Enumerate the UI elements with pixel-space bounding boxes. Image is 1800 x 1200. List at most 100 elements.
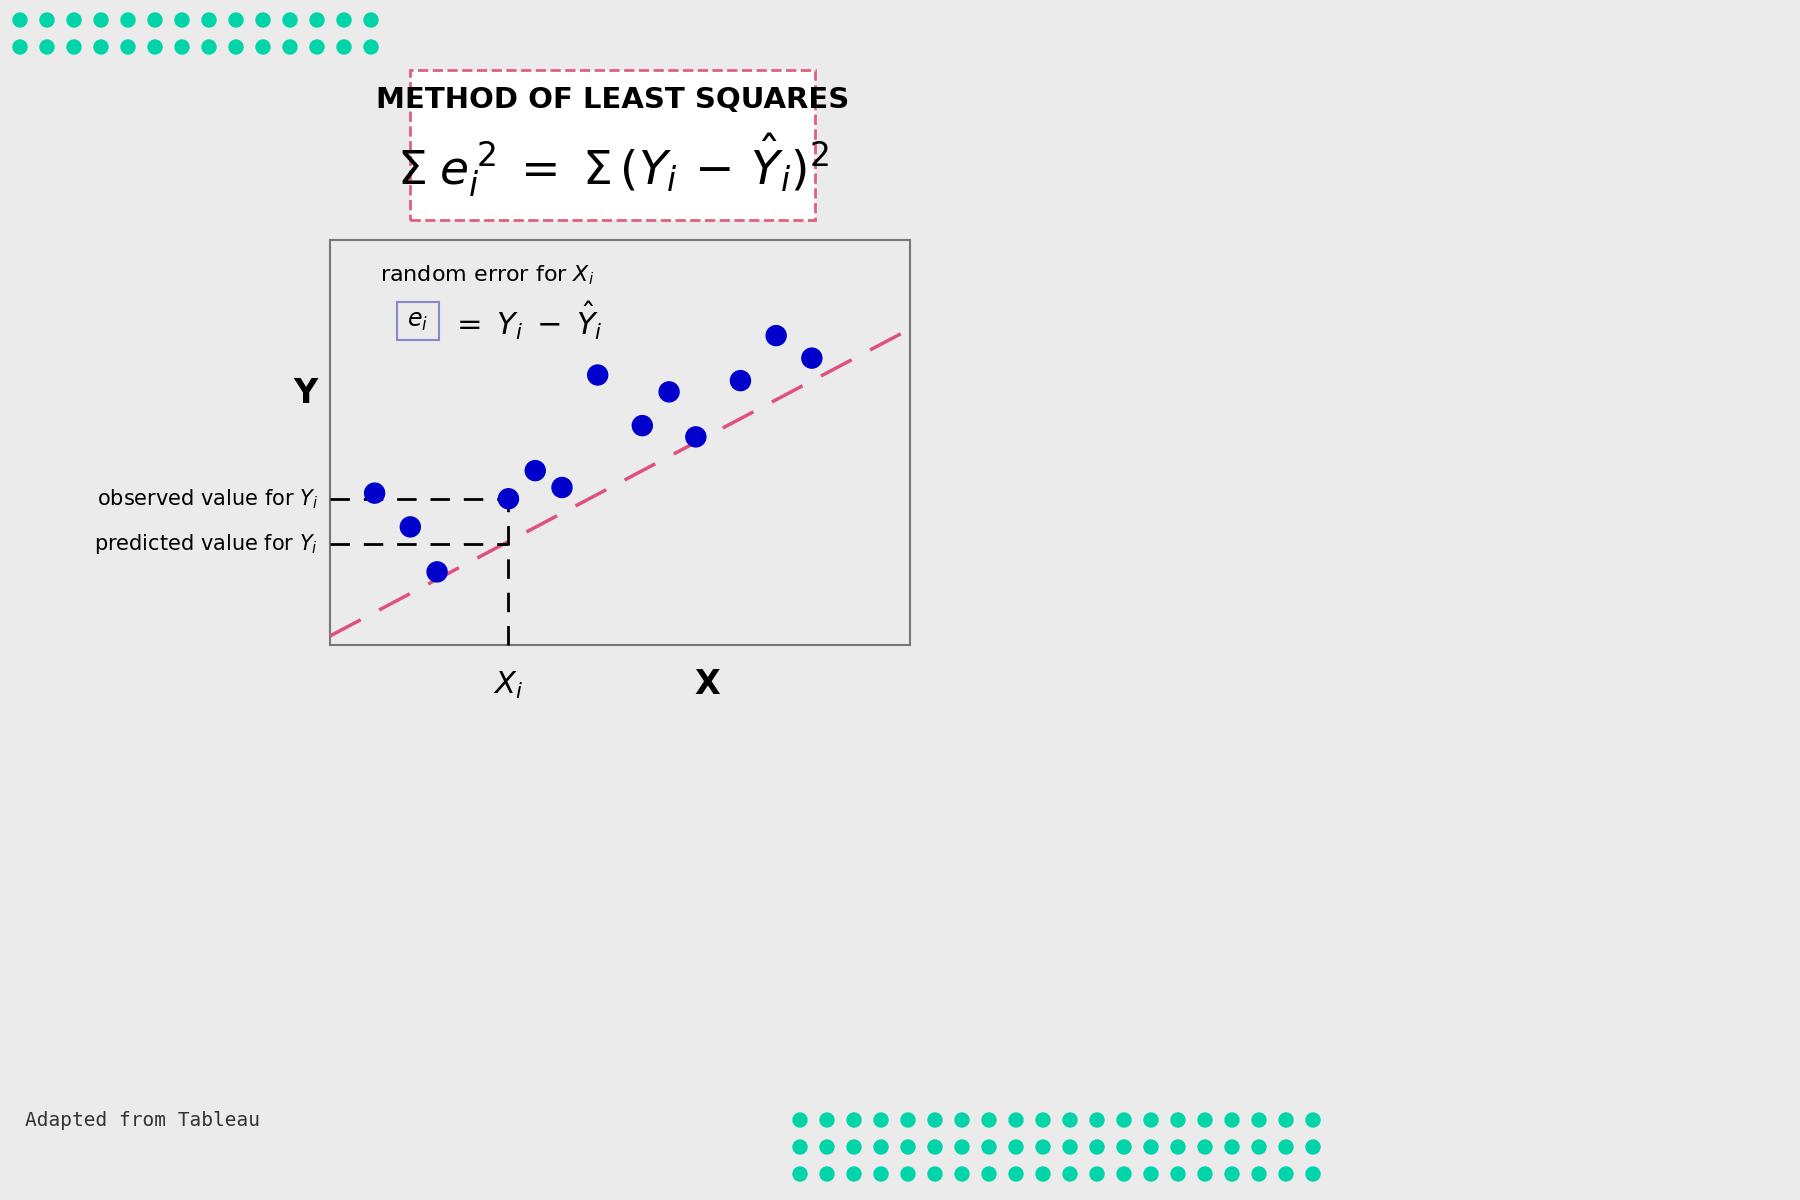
Circle shape (175, 13, 189, 26)
Circle shape (902, 1166, 914, 1181)
Circle shape (1091, 1114, 1103, 1127)
Circle shape (202, 40, 216, 54)
Circle shape (400, 517, 421, 536)
Text: random error for $X_i$: random error for $X_i$ (380, 263, 594, 287)
Text: Y: Y (293, 377, 317, 410)
Circle shape (1172, 1140, 1184, 1154)
Circle shape (821, 1140, 833, 1154)
Circle shape (983, 1140, 995, 1154)
Circle shape (767, 325, 787, 346)
Circle shape (337, 13, 351, 26)
Circle shape (1280, 1166, 1292, 1181)
Bar (398, 302, 439, 340)
Circle shape (686, 427, 706, 446)
Circle shape (40, 13, 54, 26)
Circle shape (67, 13, 81, 26)
Circle shape (875, 1140, 887, 1154)
Circle shape (1010, 1140, 1022, 1154)
Text: $=\;Y_i\;-\;\hat{Y}_i$: $=\;Y_i\;-\;\hat{Y}_i$ (452, 300, 603, 342)
Circle shape (13, 40, 27, 54)
Circle shape (1010, 1114, 1022, 1127)
Circle shape (148, 13, 162, 26)
Bar (329, 240, 911, 646)
Circle shape (256, 40, 270, 54)
Circle shape (1307, 1140, 1319, 1154)
Circle shape (1118, 1166, 1130, 1181)
Circle shape (526, 461, 545, 481)
Circle shape (337, 40, 351, 54)
Circle shape (1253, 1114, 1265, 1127)
Text: predicted value for $Y_i$: predicted value for $Y_i$ (94, 532, 319, 556)
Circle shape (848, 1140, 860, 1154)
Circle shape (1199, 1166, 1211, 1181)
Circle shape (364, 13, 378, 26)
Circle shape (1226, 1114, 1238, 1127)
Circle shape (175, 40, 189, 54)
Circle shape (659, 382, 679, 402)
Circle shape (1307, 1166, 1319, 1181)
Circle shape (875, 1166, 887, 1181)
Circle shape (365, 484, 385, 503)
Circle shape (13, 13, 27, 26)
Circle shape (1118, 1114, 1130, 1127)
Circle shape (1010, 1166, 1022, 1181)
Bar (410, 70, 815, 220)
Circle shape (1307, 1114, 1319, 1127)
Circle shape (364, 40, 378, 54)
Text: $e_i$: $e_i$ (407, 308, 428, 332)
Circle shape (848, 1114, 860, 1127)
Circle shape (283, 13, 297, 26)
Circle shape (67, 40, 81, 54)
Circle shape (499, 488, 518, 509)
Circle shape (821, 1114, 833, 1127)
Circle shape (40, 40, 54, 54)
Circle shape (1037, 1140, 1049, 1154)
Circle shape (1280, 1140, 1292, 1154)
Circle shape (1064, 1114, 1076, 1127)
Circle shape (902, 1140, 914, 1154)
Circle shape (94, 13, 108, 26)
Circle shape (983, 1166, 995, 1181)
Circle shape (1199, 1140, 1211, 1154)
Circle shape (1253, 1166, 1265, 1181)
Circle shape (1037, 1114, 1049, 1127)
Circle shape (875, 1114, 887, 1127)
Circle shape (794, 1114, 806, 1127)
Circle shape (1253, 1140, 1265, 1154)
Circle shape (956, 1140, 968, 1154)
Circle shape (1064, 1166, 1076, 1181)
Circle shape (553, 478, 572, 498)
Circle shape (1199, 1114, 1211, 1127)
Circle shape (821, 1166, 833, 1181)
Circle shape (229, 40, 243, 54)
Circle shape (202, 13, 216, 26)
Circle shape (929, 1114, 941, 1127)
Circle shape (983, 1114, 995, 1127)
Circle shape (1280, 1114, 1292, 1127)
Circle shape (956, 1166, 968, 1181)
Circle shape (1145, 1140, 1157, 1154)
Circle shape (1226, 1140, 1238, 1154)
Circle shape (1172, 1114, 1184, 1127)
Text: $X_i$: $X_i$ (493, 670, 524, 701)
Circle shape (148, 40, 162, 54)
Circle shape (121, 40, 135, 54)
Text: METHOD OF LEAST SQUARES: METHOD OF LEAST SQUARES (376, 86, 850, 114)
Circle shape (256, 13, 270, 26)
Circle shape (801, 348, 823, 368)
Circle shape (310, 13, 324, 26)
Circle shape (1091, 1166, 1103, 1181)
Circle shape (632, 415, 652, 436)
Circle shape (1037, 1166, 1049, 1181)
Circle shape (794, 1166, 806, 1181)
Text: Adapted from Tableau: Adapted from Tableau (25, 1110, 259, 1129)
Circle shape (1226, 1166, 1238, 1181)
Text: X: X (695, 668, 720, 702)
Circle shape (229, 13, 243, 26)
Circle shape (121, 13, 135, 26)
Circle shape (427, 562, 446, 582)
Circle shape (956, 1114, 968, 1127)
Circle shape (587, 365, 608, 385)
Text: $\Sigma\;e_i^{\,2}\;=\;\Sigma\,(Y_i\,-\,\hat{Y}_i)^2$: $\Sigma\;e_i^{\,2}\;=\;\Sigma\,(Y_i\,-\,… (396, 131, 828, 199)
Circle shape (731, 371, 751, 391)
